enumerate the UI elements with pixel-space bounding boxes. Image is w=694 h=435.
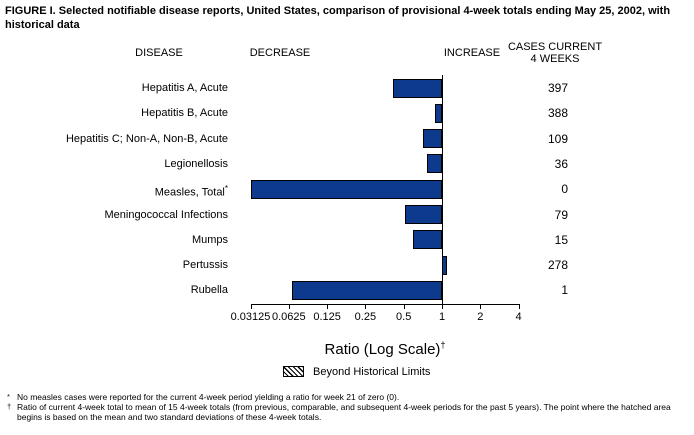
cases-count-value: 278: [547, 258, 568, 273]
cases-count-value: 388: [547, 106, 568, 121]
disease-label: Meningococcal Infections: [104, 208, 228, 221]
x-axis-tick-label: 0.5: [396, 311, 412, 323]
ratio-bar: [291, 280, 442, 300]
disease-label: Hepatitis B, Acute: [141, 107, 228, 120]
cases-count-value: 1: [561, 283, 568, 298]
dagger-marker: †: [440, 340, 446, 350]
x-axis-line: [250, 304, 520, 305]
disease-label: Measles, Total*: [154, 184, 228, 199]
cases-count-value: 36: [554, 156, 568, 171]
x-axis-tick: [480, 304, 482, 309]
legend-label: Beyond Historical Limits: [313, 366, 431, 378]
x-axis-tick: [327, 304, 329, 309]
x-axis-tick: [518, 304, 520, 309]
x-axis-tick-label: 0.125: [313, 311, 341, 323]
x-axis-title: Ratio (Log Scale)†: [324, 340, 446, 358]
column-header-cases-line2: 4 WEEKS: [530, 53, 580, 65]
footnote-ratio-definition: † Ratio of current 4-week total to mean o…: [7, 402, 671, 422]
ratio-one-reference-line: [441, 75, 443, 305]
x-axis-tick-label: 2: [477, 311, 484, 323]
cases-count-value: 0: [561, 182, 568, 197]
cases-count-value: 109: [547, 131, 568, 146]
disease-label: Legionellosis: [164, 157, 228, 170]
cases-count-value: 15: [554, 232, 568, 247]
footnotes: * No measles cases were reported for the …: [6, 392, 690, 422]
footnote-measles: * No measles cases were reported for the …: [7, 392, 400, 402]
x-axis-tick-label: 0.03125: [230, 311, 271, 323]
ratio-bar: [423, 129, 442, 149]
cases-count-value: 79: [554, 207, 568, 222]
column-header-disease: DISEASE: [135, 47, 183, 59]
ratio-bar: [412, 230, 442, 250]
x-axis-tick: [250, 304, 252, 309]
column-header-decrease: DECREASE: [249, 47, 311, 59]
disease-label: Hepatitis C; Non-A, Non-B, Acute: [65, 132, 228, 145]
x-axis-tick: [365, 304, 367, 309]
dagger-marker: †: [7, 402, 12, 411]
x-axis-tick: [442, 304, 443, 309]
legend-hatch-swatch-icon: [283, 366, 304, 377]
asterisk-marker: *: [7, 392, 10, 401]
x-axis-tick-label: 0.25: [354, 311, 377, 323]
figure-title: FIGURE I. Selected notifiable disease re…: [5, 5, 671, 31]
ratio-bar: [392, 78, 442, 98]
disease-label: Rubella: [190, 284, 228, 297]
x-axis-tick-label: 0.0625: [271, 311, 306, 323]
ratio-bar: [404, 205, 442, 224]
column-header-cases-line1: CASES CURRENT: [507, 41, 603, 53]
column-header-cases-current-4-weeks: CASES CURRENT 4 WEEKS: [500, 41, 610, 65]
disease-label: Hepatitis A, Acute: [141, 82, 228, 94]
x-axis-tick: [403, 304, 405, 309]
cases-count-value: 397: [547, 81, 568, 95]
x-axis-tick-label: 4: [515, 311, 522, 323]
disease-label: Mumps: [191, 233, 228, 246]
x-axis-tick: [288, 304, 290, 309]
x-axis-tick-label: 1: [438, 311, 446, 323]
ratio-bar: [434, 103, 442, 123]
column-header-increase: INCREASE: [443, 47, 501, 59]
asterisk-marker: *: [224, 184, 228, 194]
ratio-bar: [442, 255, 448, 275]
disease-label: Pertussis: [182, 259, 228, 272]
ratio-bar: [250, 179, 442, 199]
ratio-bar: [426, 154, 442, 174]
